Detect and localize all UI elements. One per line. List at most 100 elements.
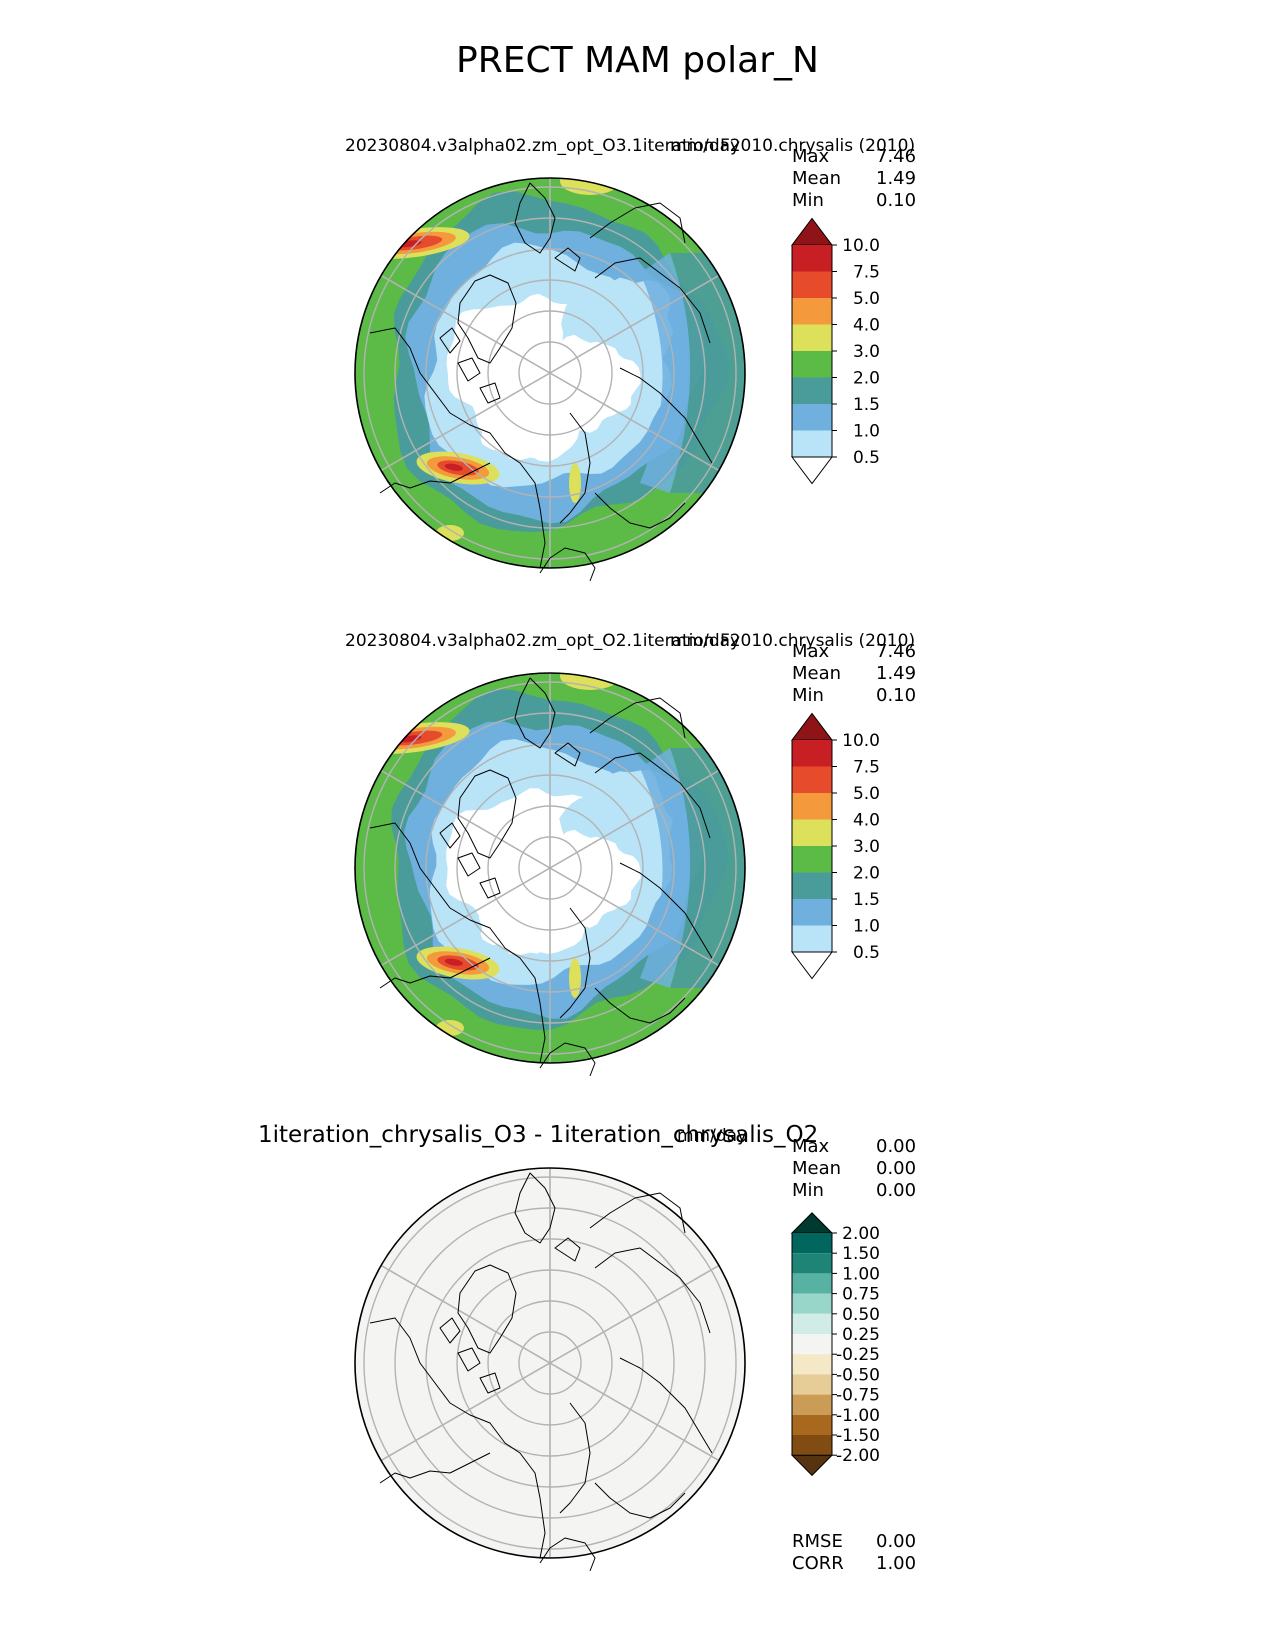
coastline [594,257,711,344]
storm-track-pacific [416,451,500,485]
coastline [589,697,686,739]
precip-field-zone [478,887,546,955]
colorbar-segment [792,872,832,899]
colorbar-tick-label: 10.0 [842,731,880,751]
coastline [589,202,686,244]
wet-spot [569,958,581,998]
coastline [369,822,546,1064]
coastline [457,1264,517,1354]
panel-2-colorbar: 0.5 1.0 1.5 2.0 3.0 4.0 5.0 7.5 10.0 [790,712,880,980]
panel-3-title: 1iteration_chrysalis_O3 - 1iteration_chr… [258,1122,819,1148]
meridian-line [380,769,720,967]
colorbar-segment [792,925,832,952]
colorbar-under-triangle [790,456,834,485]
coastline [594,492,686,529]
colorbar-segment [792,1374,832,1395]
panel-3-max-label: Max [792,1136,830,1157]
colorbar-segment [792,793,832,820]
colorbar-segment [792,1233,832,1254]
colorbar-tick-label: 3.0 [853,837,880,857]
colorbar-tick-label: 7.5 [853,263,880,283]
map-boundary [354,672,746,1064]
colorbar-tick-label: 0.5 [853,448,880,468]
panel-3-rmse-value: 0.00 [876,1531,917,1552]
colorbar-frame [791,1233,833,1456]
coastline [439,822,461,849]
colorbar-tick-label: 7.5 [853,758,880,778]
colorbar-segment [792,1334,832,1355]
panel-3-min-value: 0.00 [876,1180,917,1201]
precip-field-band [640,748,690,988]
colorbar-tick-label: 2.00 [842,1224,880,1244]
colorbar-tick-label: 1.50 [842,1244,880,1264]
colorbar-segment [792,766,832,793]
colorbar-tick-label: -1.50 [836,1426,880,1446]
panel-3-max-value: 0.00 [876,1136,917,1157]
figure-title: PRECT MAM polar_N [456,40,819,81]
colorbar-segment [792,377,832,404]
meridian-line [380,1264,720,1462]
colorbar-under-triangle [790,951,834,980]
colorbar-under-triangle [790,1454,834,1477]
coastline [554,742,581,767]
colorbar-segment [792,351,832,378]
colorbar-segment [792,430,832,457]
precip-field-zone [545,829,641,928]
panel-1-title: 20230804.v3alpha02.zm_opt_O3.1iteration.… [345,136,916,156]
coastline [559,412,591,524]
colorbar-tick-label: 4.0 [853,316,880,336]
precip-field-band [640,253,690,493]
coastline [619,1357,713,1454]
coastline [457,852,481,877]
coastline [594,1482,686,1519]
coastline [439,327,461,354]
panel-3-mean-value: 0.00 [876,1158,917,1179]
coastline [539,1042,596,1077]
coastline [479,877,501,899]
colorbar-tick-label: 1.5 [853,395,880,415]
coastline [514,182,556,254]
coastline [589,1192,686,1234]
colorbar-segment [792,1313,832,1334]
colorbar-tick-label: 10.0 [842,236,880,256]
coastlines [369,182,713,582]
wet-spot [436,1020,464,1036]
panel-1-max-label: Max [792,146,830,167]
panel-3-colorbar: -2.00-1.50-1.00-0.75-0.50-0.250.250.500.… [790,1212,880,1477]
colorbar-segment [792,899,832,926]
coastline [457,357,481,382]
storm-track-level [444,958,463,966]
panel-2-polar-map [354,672,746,1077]
colorbar-tick-label: 1.00 [842,1264,880,1284]
panel-1-mean-label: Mean [792,168,842,189]
colorbar-segment [792,298,832,325]
colorbar-segment [792,846,832,873]
coastline [619,367,713,464]
graticule [363,673,737,1063]
coastlines [369,677,713,1077]
precip-field-zone [478,392,546,460]
panel-2-mean-label: Mean [792,663,842,684]
colorbar-segment [792,324,832,351]
storm-track-pacific [416,946,500,980]
colorbar-segment [792,1414,832,1435]
panel-1-colorbar: 0.5 1.0 1.5 2.0 3.0 4.0 5.0 7.5 10.0 [790,217,880,485]
colorbar-over-triangle [790,1212,834,1234]
coastline [457,1347,481,1372]
coastline [594,752,711,839]
storm-track-level [444,463,463,471]
colorbar-tick-label: 5.0 [853,784,880,804]
meridian-line [380,274,720,472]
colorbar-tick-label: 3.0 [853,342,880,362]
colorbar-tick-label: 0.25 [842,1325,880,1345]
coastline [457,274,517,364]
panel-1-min-value: 0.10 [876,190,917,211]
coastline [369,1317,546,1559]
coastline [514,677,556,749]
coastline [369,327,546,569]
coastline [379,957,491,989]
coastline [379,1452,491,1484]
panel-3-units: mm/day [677,1126,748,1146]
panel-1-units: mm/day [670,136,741,156]
panel-2-title: 20230804.v3alpha02.zm_opt_O2.1iteration.… [345,631,916,651]
